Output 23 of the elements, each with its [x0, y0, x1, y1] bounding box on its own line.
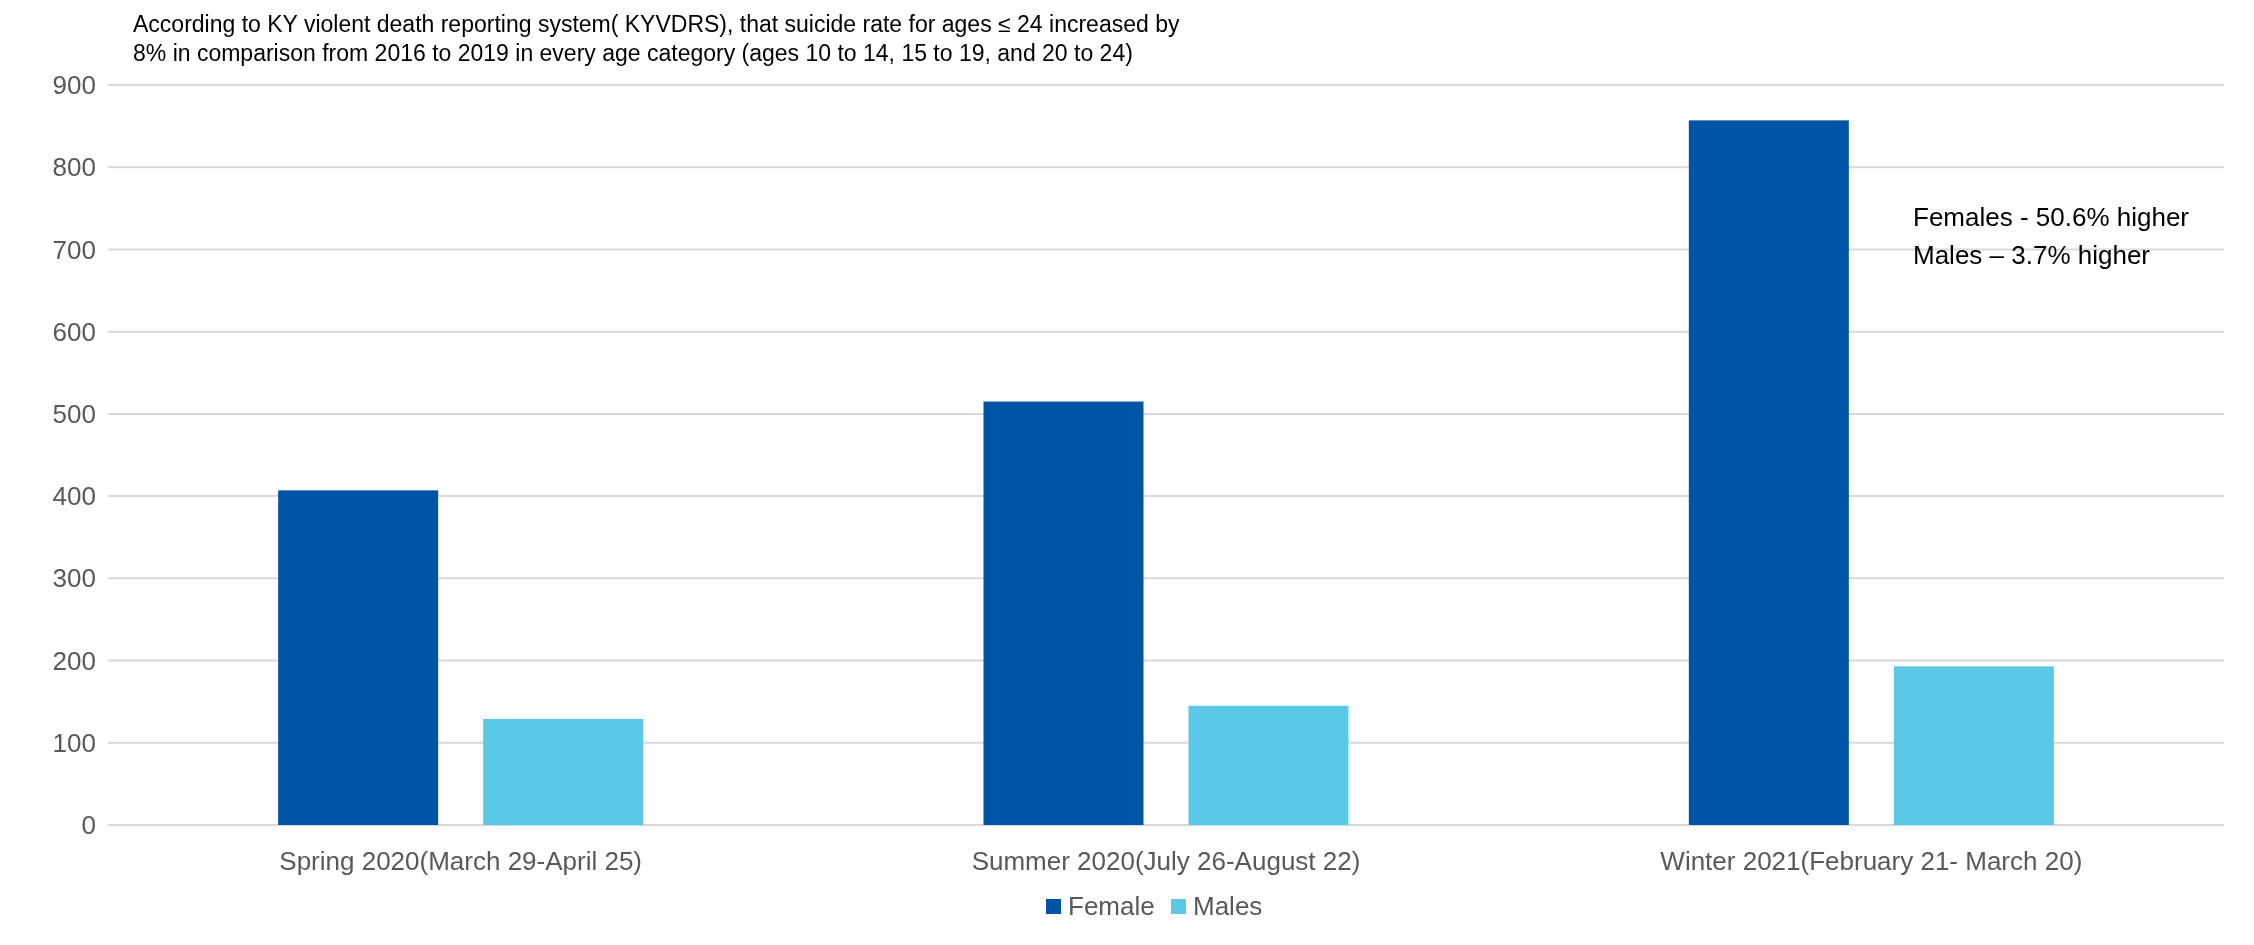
y-tick-label: 600	[52, 316, 96, 347]
y-tick-label: 500	[52, 398, 96, 429]
x-tick-label: Winter 2021(February 21- March 20)	[1660, 846, 2083, 876]
y-tick-label: 900	[52, 70, 96, 101]
bar	[1188, 705, 1349, 825]
x-tick-label: Summer 2020(July 26-August 22)	[971, 846, 1361, 876]
bar	[983, 401, 1144, 825]
bar	[483, 718, 644, 825]
bar	[1893, 666, 2054, 825]
annotation: Females - 50.6% higher Males – 3.7% higher	[1913, 202, 2190, 270]
y-tick-label: 300	[52, 563, 96, 594]
y-tick-label: 200	[52, 645, 96, 676]
y-tick-label: 800	[52, 152, 96, 183]
bar	[1688, 120, 1849, 825]
text: According to KY violent death reporting system( KYVDRS), that suicide rate for ages ≤ 24 increased by 8% in comparison from 2016 to 2019 in every age category (ages 10 to 14, 15 to 19, and 20 to 24)	[133, 11, 1180, 66]
y-tick-label: 100	[52, 727, 96, 758]
y-tick-label: 0	[81, 810, 96, 841]
legend-label: Males	[1193, 891, 1263, 921]
legend-label: Female	[1068, 891, 1155, 921]
x-tick-label: Spring 2020(March 29-April 25)	[279, 846, 643, 876]
y-tick-label: 400	[52, 481, 96, 512]
bar	[278, 490, 439, 825]
y-tick-label: 700	[52, 234, 96, 265]
